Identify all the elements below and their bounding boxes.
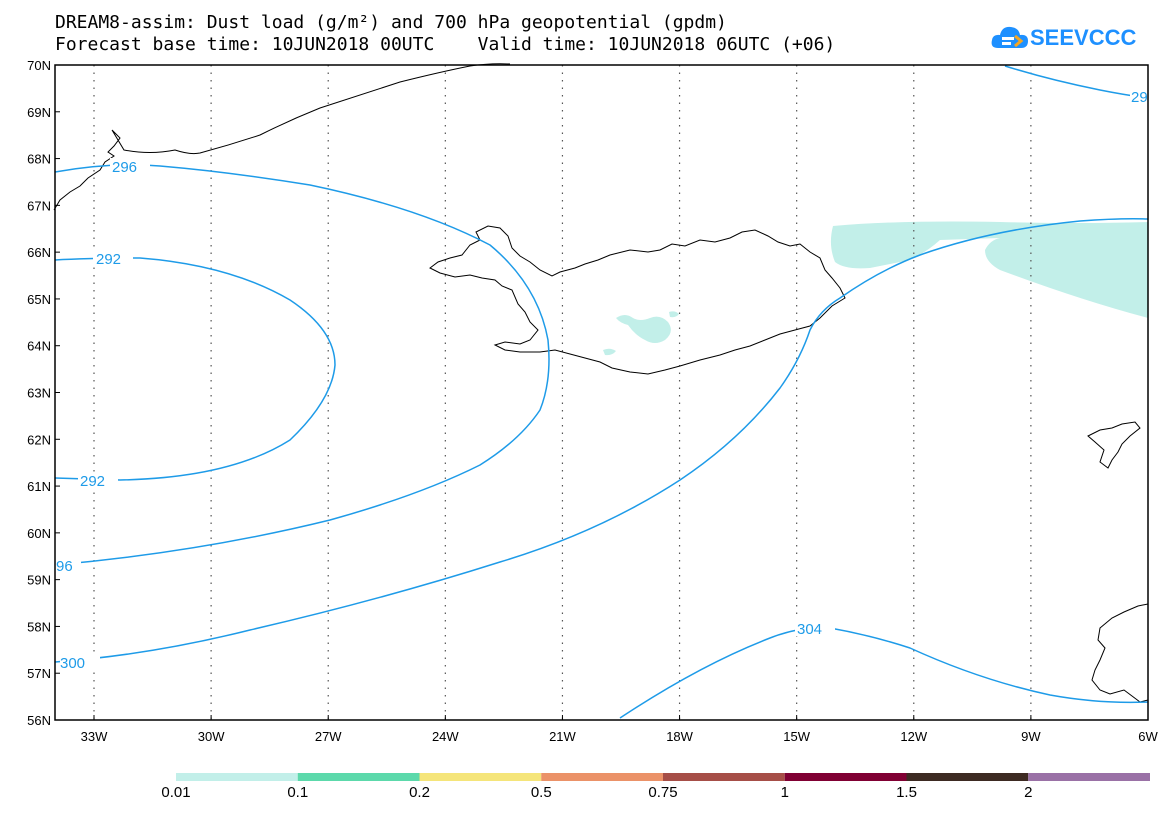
contour-label: 292: [80, 473, 105, 490]
longitude-label: 24W: [432, 729, 459, 744]
dust-patch-iceland-2: [669, 311, 679, 318]
contour-label: 292: [96, 251, 121, 268]
contour-label: 96: [56, 558, 73, 575]
latitude-label: 63N: [27, 386, 51, 401]
legend-label: 1: [780, 784, 789, 801]
logo-text: SEEVCCC: [1030, 25, 1137, 50]
cloud-icon: [991, 26, 1028, 48]
longitude-label: 27W: [315, 729, 342, 744]
map-title: DREAM8-assim: Dust load (g/m²) and 700 h…: [55, 12, 727, 33]
geopotential-contours: [54, 65, 1149, 719]
graticule: [93, 65, 1032, 720]
legend-color-swatch: [176, 773, 298, 781]
color-legend: [176, 773, 1150, 781]
longitude-label: 21W: [549, 729, 576, 744]
latitude-label: 59N: [27, 573, 51, 588]
longitude-label: 33W: [81, 729, 108, 744]
legend-label: 0.1: [287, 784, 309, 801]
iceland-coast: [429, 225, 846, 375]
longitude-label: 9W: [1021, 729, 1041, 744]
contour-29x-top: [1004, 65, 1149, 99]
longitude-label: 6W: [1138, 729, 1158, 744]
contour-label: 300: [60, 655, 85, 672]
latitude-label: 69N: [27, 105, 51, 120]
latitude-label: 68N: [27, 152, 51, 167]
latitude-label: 67N: [27, 198, 51, 213]
contour-label: 296: [112, 159, 137, 176]
latitude-label: 64N: [27, 339, 51, 354]
map-frame: [54, 64, 1149, 721]
latitude-label: 65N: [27, 292, 51, 307]
legend-color-swatch: [541, 773, 663, 781]
longitude-label: 18W: [666, 729, 693, 744]
dust-patch-east: [830, 221, 1148, 318]
contour-292: [54, 257, 336, 481]
legend-label: 0.2: [409, 784, 430, 801]
scotland-coast: [1091, 603, 1149, 703]
faroe-islands: [1087, 421, 1141, 469]
legend-color-swatch: [784, 773, 907, 781]
seevccc-logo: SEEVCCC: [990, 20, 1140, 60]
legend-label: 0.75: [648, 784, 678, 801]
coastlines: [53, 63, 1149, 703]
greenland-coast: [53, 63, 511, 211]
legend-label: 0.01: [161, 784, 191, 801]
dust-patch-iceland: [616, 315, 671, 343]
longitude-label: 12W: [900, 729, 927, 744]
longitude-label: 15W: [783, 729, 810, 744]
latitude-label: 66N: [27, 245, 51, 260]
contour-label: 304: [797, 621, 822, 638]
legend-label: 1.5: [896, 784, 917, 801]
latitude-label: 70N: [27, 58, 51, 73]
legend-label: 0.5: [530, 784, 552, 801]
map-subtitle: Forecast base time: 10JUN2018 00UTC Vali…: [55, 34, 836, 55]
contour-label: 29: [1131, 89, 1148, 106]
legend-color-swatch: [663, 773, 785, 781]
latitude-label: 57N: [27, 666, 51, 681]
latitude-label: 61N: [27, 479, 51, 494]
legend-color-swatch: [297, 773, 420, 781]
legend-color-swatch: [1028, 773, 1150, 781]
contour-304: [619, 626, 1149, 719]
latitude-label: 56N: [27, 713, 51, 728]
contour-labels: 296 292 292 96 300 304 29: [55, 88, 1150, 672]
latitude-label: 60N: [27, 526, 51, 541]
legend-label: 2: [1024, 784, 1033, 801]
latitude-label: 62N: [27, 432, 51, 447]
legend-color-swatch: [906, 773, 1029, 781]
legend-color-swatch: [419, 773, 542, 781]
latitude-labels: 70N 69N 68N 67N 66N 65N 64N 63N 62N 61N 60N 59N 58N 5…: [27, 58, 60, 728]
dust-load-areas: [603, 221, 1148, 356]
longitude-label: 30W: [198, 729, 225, 744]
contour-300: [54, 218, 1149, 663]
longitude-labels: 33W 30W 27W 24W 21W 18W 15W 12W 9W 6W: [81, 715, 1158, 744]
contour-296-north: [54, 164, 550, 566]
dust-patch-iceland-3: [603, 348, 616, 356]
latitude-label: 58N: [27, 619, 51, 634]
